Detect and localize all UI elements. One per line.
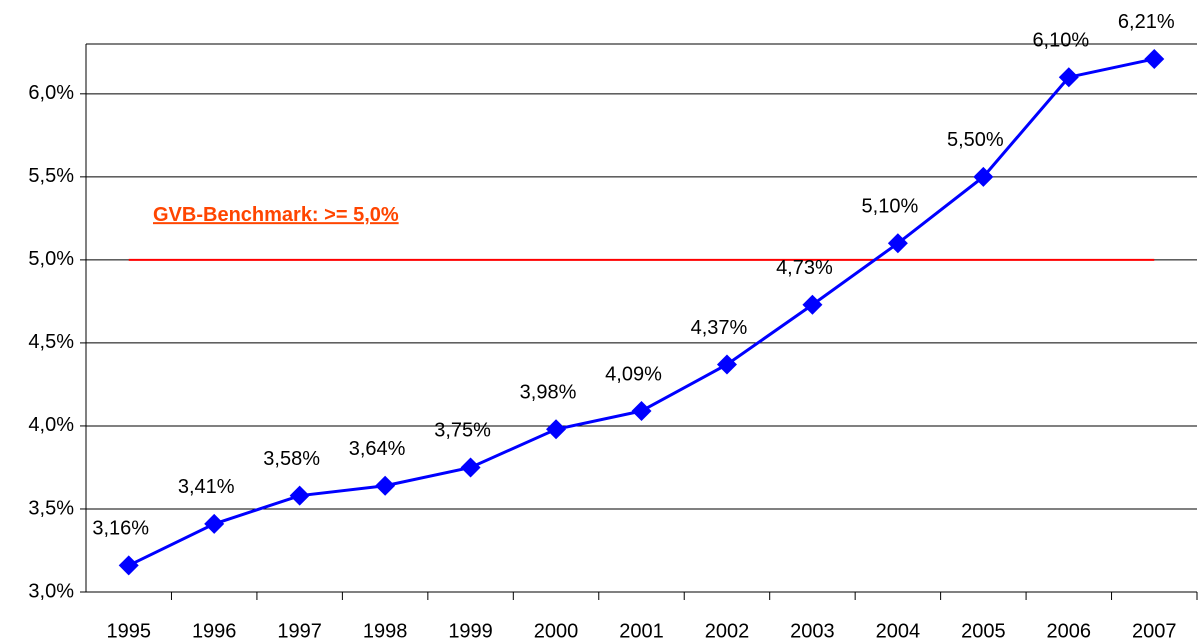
benchmark-label: GVB-Benchmark: >= 5,0% [153,204,399,226]
data-point [289,485,310,506]
data-label: 5,50% [947,129,1004,151]
data-point [1058,67,1079,88]
x-tick-label: 1995 [106,620,151,642]
x-tick-label: 2000 [534,620,579,642]
data-point [973,166,994,187]
data-label: 4,09% [605,363,662,385]
x-tick-label: 2005 [961,620,1006,642]
data-point [204,513,225,534]
y-tick-label: 3,0% [28,580,74,602]
y-tick-label: 3,5% [28,497,74,519]
data-label: 4,37% [691,317,748,339]
x-tick-label: 2003 [790,620,835,642]
data-label: 6,21% [1118,11,1175,33]
x-tick-label: 1997 [277,620,322,642]
data-label: 3,58% [263,448,320,470]
x-tick-label: 2002 [705,620,750,642]
data-label: 6,10% [1032,29,1089,51]
data-point [631,400,652,421]
data-point [460,457,481,478]
data-point [375,475,396,496]
data-point [887,233,908,254]
data-point [1144,48,1165,69]
data-label: 3,64% [349,438,406,460]
data-label: 3,98% [520,382,577,404]
x-tick-label: 2007 [1132,620,1177,642]
data-label: 3,75% [434,420,491,442]
data-point [118,555,139,576]
data-label: 3,41% [178,476,235,498]
data-point [716,354,737,375]
data-label: 3,16% [92,518,149,540]
x-tick-label: 1996 [192,620,237,642]
y-tick-label: 4,5% [28,331,74,353]
data-label: 4,73% [776,257,833,279]
x-tick-label: 1998 [363,620,408,642]
x-tick-label: 1999 [448,620,493,642]
y-tick-label: 5,5% [28,165,74,187]
x-tick-label: 2004 [876,620,921,642]
x-tick-label: 2006 [1047,620,1092,642]
data-point [802,294,823,315]
x-tick-label: 2001 [619,620,664,642]
y-tick-label: 5,0% [28,248,74,270]
data-label: 5,10% [862,196,919,218]
data-point [546,419,567,440]
y-tick-label: 6,0% [28,82,74,104]
y-tick-label: 4,0% [28,414,74,436]
